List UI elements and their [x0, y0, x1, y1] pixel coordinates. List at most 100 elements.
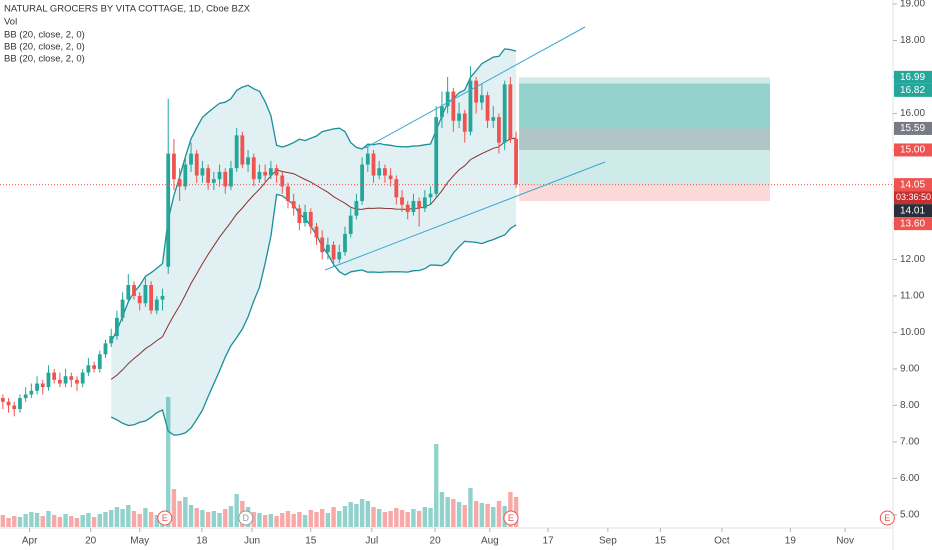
price-label-bg [894, 178, 932, 192]
volume-bar [491, 507, 496, 527]
y-tick-label: 12.00 [900, 254, 925, 265]
x-tick-label: 15 [655, 536, 667, 547]
candle-body [240, 135, 245, 165]
candle-body [308, 212, 313, 227]
x-tick-label: Jul [365, 536, 378, 547]
plot [0, 48, 893, 527]
candle-body [365, 153, 370, 165]
candle-body [251, 157, 256, 180]
volume-bar [513, 497, 519, 527]
y-tick-label: 16.00 [900, 108, 925, 119]
event-label: E [162, 513, 168, 523]
countdown-bg [894, 191, 932, 205]
candle-body [274, 168, 279, 176]
volume-bar [177, 501, 182, 527]
candle-body [474, 80, 479, 103]
volume-bar [131, 511, 137, 527]
candle-body [229, 168, 233, 187]
candle-body [348, 215, 353, 234]
price-label: 15.59 [900, 123, 925, 134]
volume-bar [148, 512, 154, 527]
price-label-bg [894, 121, 932, 135]
price-label-bg [894, 83, 932, 97]
volume-bar [262, 515, 268, 527]
candle-body [206, 168, 211, 183]
volume-bar [251, 512, 256, 527]
candle-body [417, 201, 422, 209]
volume-bar [399, 510, 405, 527]
candle-body [194, 153, 199, 176]
candle-body [46, 372, 51, 388]
event-marker [503, 510, 519, 526]
candle-body [485, 95, 490, 121]
candle-body [411, 201, 416, 213]
volume-bar [171, 489, 177, 527]
candle-body [297, 208, 302, 223]
volume-bar [451, 499, 456, 527]
position-zone [519, 77, 770, 185]
volume-bar [468, 488, 473, 527]
candle-body [514, 139, 518, 185]
y-tick-label: 10.00 [900, 327, 925, 338]
candle-body [337, 252, 342, 260]
volume-bar [103, 512, 108, 527]
volume-bar [217, 513, 222, 527]
candle-body [257, 171, 262, 180]
candle-body [343, 233, 347, 253]
volume-bar [34, 513, 40, 527]
volume-bar [257, 513, 262, 527]
x-tick-label: 19 [785, 536, 797, 547]
volume-bar [200, 510, 205, 527]
candle-body [172, 153, 176, 180]
volume-bar [314, 512, 319, 527]
volume-bar [354, 504, 359, 527]
volume-bar [91, 517, 97, 527]
volume-bar [371, 507, 376, 527]
volume-bar [166, 397, 171, 527]
candle-body [428, 193, 433, 198]
candle-body [422, 197, 427, 209]
candle-body [149, 284, 154, 311]
volume-bar [80, 515, 85, 527]
volume-bar [377, 509, 382, 527]
volume-bar [223, 509, 228, 527]
candle-body [0, 398, 5, 402]
price-label: 14.05 [900, 179, 925, 190]
volume-bar [302, 515, 308, 527]
volume-bar [308, 510, 313, 527]
volume-bar [143, 508, 148, 527]
volume-bar [0, 515, 6, 527]
position-zone [519, 128, 770, 150]
candle-body [280, 175, 285, 187]
volume-bar [234, 494, 239, 527]
price-label: 14.01 [900, 205, 925, 216]
y-tick-label: 6.00 [900, 473, 920, 484]
volume-bar [337, 511, 342, 527]
candle-body [86, 365, 91, 373]
candle-body [508, 84, 513, 140]
y-tick-label: 8.00 [900, 400, 920, 411]
volume-bar [411, 509, 416, 527]
x-tick-label: 15 [305, 536, 317, 547]
candle-body [103, 343, 108, 355]
volume-bar [388, 511, 393, 527]
volume-bar [297, 512, 302, 527]
x-tick-label: 20 [85, 536, 97, 547]
candle-body [434, 117, 439, 194]
candle-body [377, 168, 382, 176]
position-zone [519, 83, 770, 129]
x-tick-label: Sep [599, 536, 617, 547]
event-label: E [884, 513, 890, 523]
volume-bar [319, 509, 325, 527]
volume-bar [183, 497, 188, 527]
x-tick-label: May [130, 536, 149, 547]
candle-body [92, 365, 96, 369]
volume-bar [51, 515, 57, 527]
candle-body [246, 157, 250, 165]
volume-bar [108, 510, 114, 527]
price-label: 16.99 [900, 72, 925, 83]
indicator-label: BB (20, close, 2, 0) [4, 42, 85, 53]
volume-bar [12, 516, 17, 527]
volume-bar [439, 492, 445, 527]
volume-bar [46, 511, 51, 527]
